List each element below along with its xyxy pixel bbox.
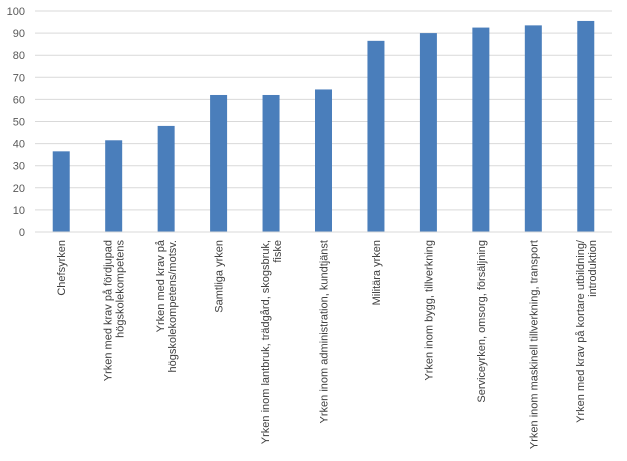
y-tick-label: 70 (13, 72, 25, 84)
bar (157, 125, 175, 232)
y-tick-label: 0 (19, 227, 25, 239)
y-tick-label: 10 (13, 205, 25, 217)
y-tick-label: 60 (13, 94, 25, 106)
category-label-line: Yrken med krav på kortare utbildning/ (575, 239, 587, 423)
category-label-line: Yrken inom administration, kundtjänst (319, 240, 331, 423)
category-label-line: Militära yrken (371, 240, 383, 305)
bar (315, 89, 332, 232)
bar (262, 94, 280, 232)
y-tick-label: 80 (13, 50, 25, 62)
y-tick-label: 50 (13, 117, 25, 129)
category-label-line: Yrken inom bygg, tillverkning (423, 240, 435, 381)
category-label-line: Chefsyrken (56, 240, 68, 296)
category-label: Yrken med krav påhögskolekompetens/motsv… (155, 239, 179, 372)
category-label: Samtliga yrken (214, 240, 226, 313)
y-tick-label: 40 (13, 139, 25, 151)
y-tick-label: 100 (7, 6, 25, 18)
y-tick-label: 90 (13, 28, 25, 40)
bar (367, 40, 385, 233)
category-label: Yrken inom lantbruk, trädgård, skogsbruk… (260, 240, 284, 444)
category-label-line: Serviceyrken, omsorg, försäljning (476, 240, 488, 403)
category-label-line: Samtliga yrken (214, 240, 226, 313)
category-label: Yrken med krav på kortare utbildning/int… (575, 239, 599, 423)
bars (52, 20, 595, 233)
y-tick-label: 30 (13, 161, 25, 173)
category-label: Yrken inom bygg, tillverkning (423, 240, 435, 381)
bar (105, 140, 123, 232)
category-label-line: Yrken inom lantbruk, trädgård, skogsbruk… (260, 240, 272, 444)
category-label: Yrken med krav på fördjupadhögskolekompe… (103, 240, 127, 382)
category-label-line: Yrken inom maskinell tillverkning, trans… (528, 240, 540, 449)
bar (52, 151, 70, 232)
y-tick-label: 20 (13, 183, 25, 195)
category-label-line: högskolekompetens/motsv. (167, 240, 179, 372)
category-labels: Chefsyrken Yrken med krav på fördjupadhög… (56, 239, 599, 449)
category-label: Yrken inom maskinell tillverkning, trans… (528, 240, 540, 449)
category-label-line: Yrken med krav på fördjupad (103, 240, 115, 381)
y-axis-ticks: 0 10 20 30 40 50 60 70 80 90 100 (7, 6, 25, 239)
category-label-line: introduktion (587, 240, 599, 297)
bar (472, 27, 490, 233)
category-label-line: Yrken med krav på (155, 239, 167, 332)
category-label: Yrken inom administration, kundtjänst (319, 240, 331, 423)
category-label-line: fiske (272, 240, 284, 263)
bar (210, 94, 228, 232)
category-label: Serviceyrken, omsorg, försäljning (476, 240, 488, 403)
category-label: Militära yrken (371, 240, 383, 305)
category-label: Chefsyrken (56, 240, 68, 296)
bar (577, 20, 595, 232)
bar (524, 25, 542, 232)
bar (419, 33, 437, 232)
category-label-line: högskolekompetens (115, 240, 127, 338)
